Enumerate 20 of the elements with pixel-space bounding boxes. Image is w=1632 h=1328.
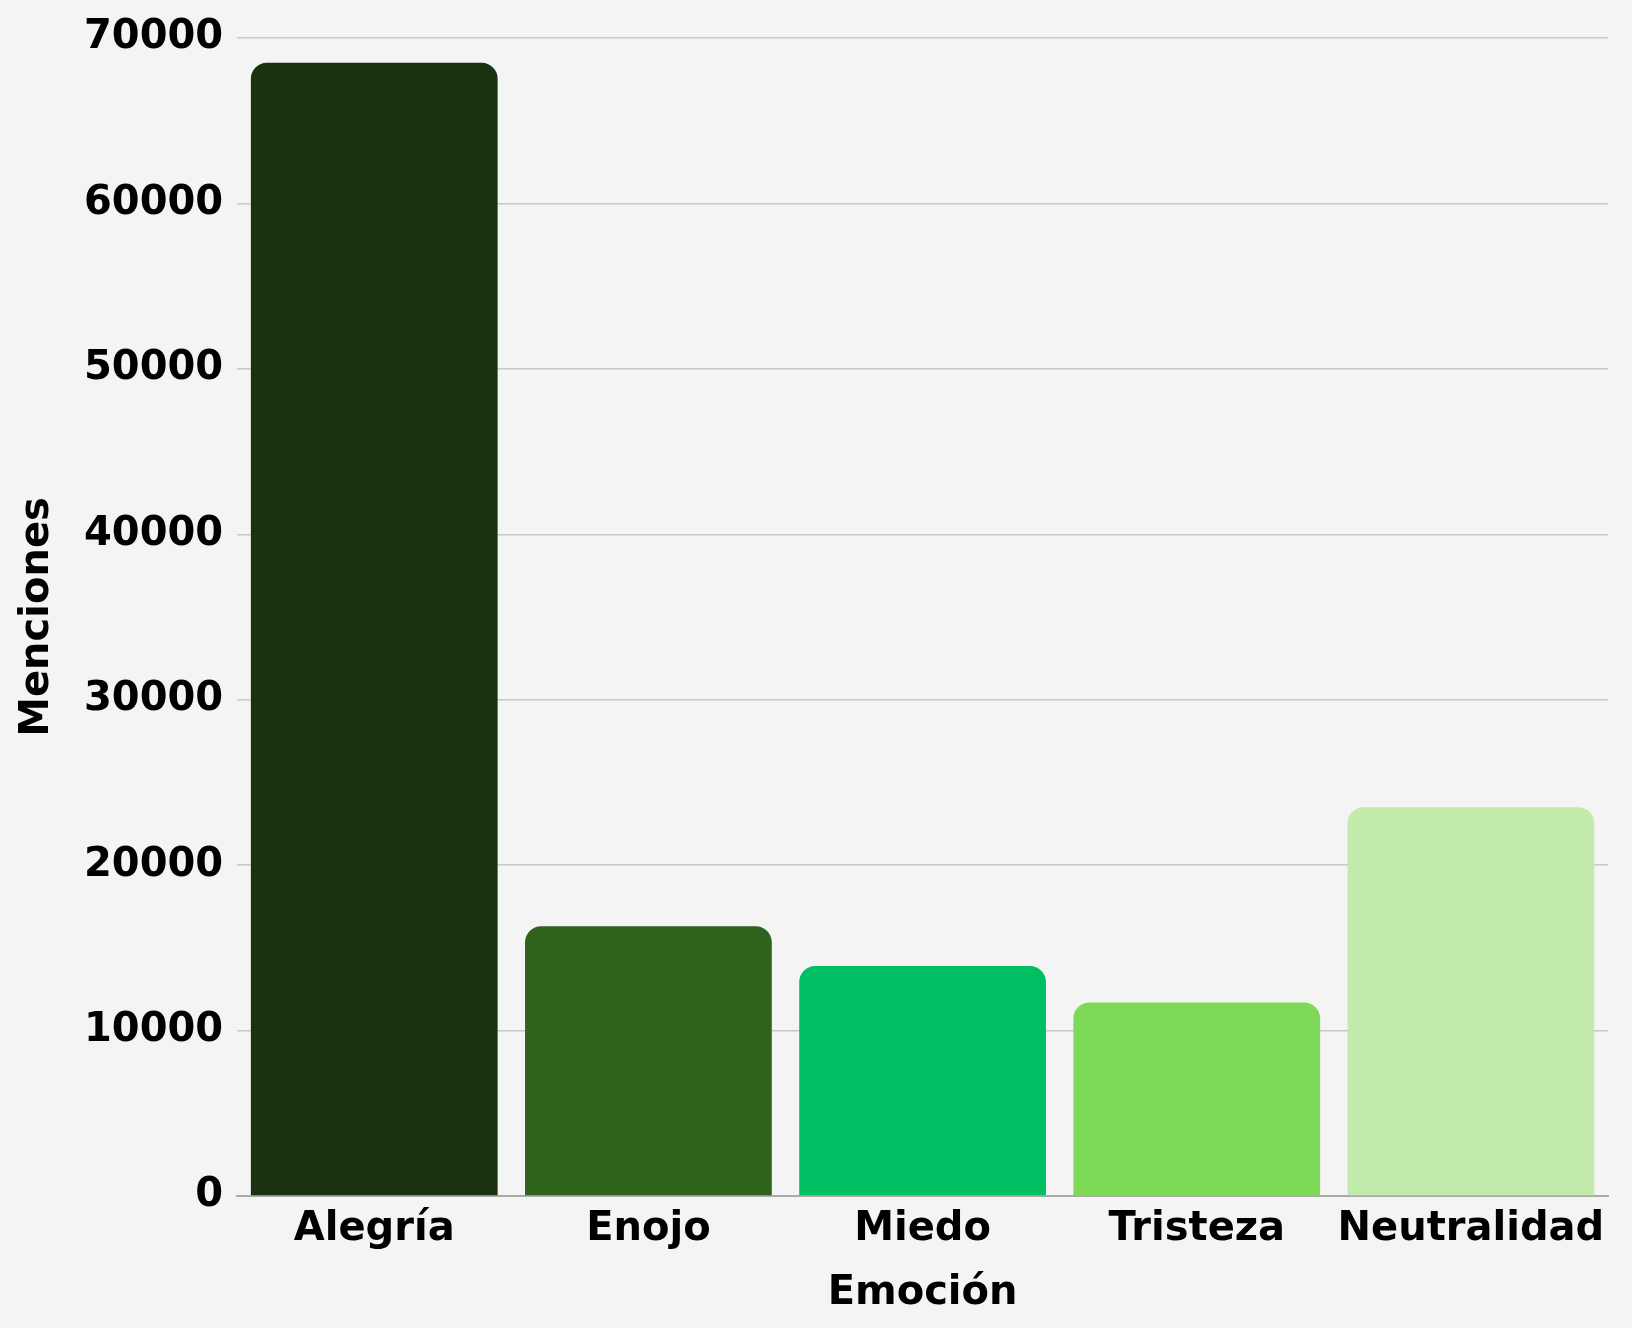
x-tick-label: Neutralidad (1337, 1203, 1605, 1250)
y-tick-label: 60000 (83, 176, 224, 223)
x-tick-label: Enojo (586, 1203, 711, 1250)
y-tick-label: 70000 (83, 11, 224, 58)
y-tick-label: 30000 (83, 673, 224, 720)
y-tick-label: 50000 (83, 342, 224, 389)
bar (799, 966, 1046, 1196)
bar (1347, 807, 1595, 1196)
x-tick-label: Tristeza (1108, 1203, 1286, 1250)
x-axis-title: Emoción (827, 1267, 1018, 1314)
y-tick-label: 0 (195, 1169, 224, 1216)
y-tick-label: 40000 (83, 507, 224, 554)
y-axis-title: Menciones (11, 497, 58, 737)
bar (525, 926, 772, 1196)
bar (250, 62, 498, 1196)
x-tick-label: Miedo (854, 1203, 991, 1250)
y-tick-label: 20000 (83, 838, 224, 885)
y-tick-label: 10000 (83, 1003, 224, 1050)
x-tick-label: Alegría (293, 1203, 455, 1250)
bar (1073, 1002, 1321, 1196)
